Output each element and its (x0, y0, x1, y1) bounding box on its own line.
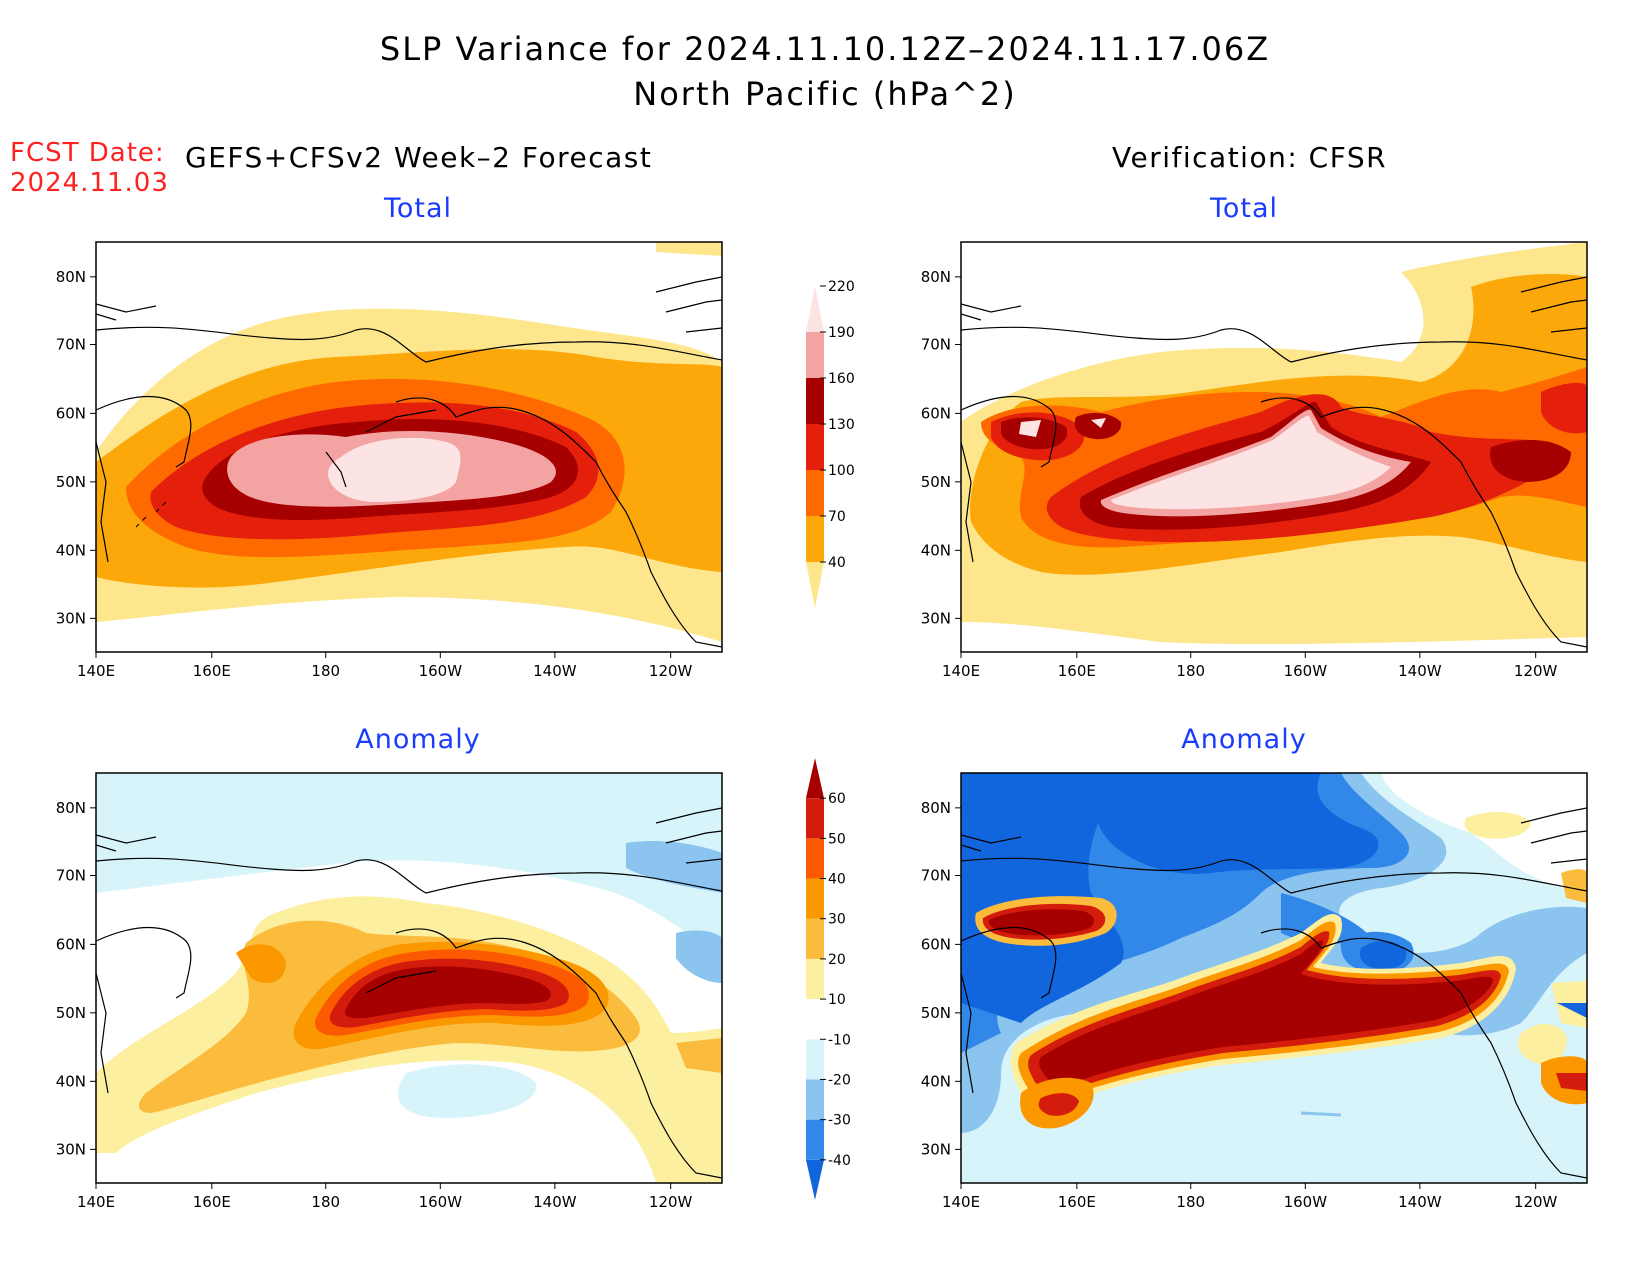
forecast-anomaly-lat-label: 80N (56, 799, 86, 817)
forecast-anomaly-lat-label: 60N (56, 935, 86, 953)
verification-anomaly-lon-label: 160E (1058, 1193, 1096, 1211)
forecast-anomaly-lat-label: 30N (56, 1140, 86, 1158)
figure-subtitle: North Pacific (hPa^2) (633, 75, 1017, 113)
total-colorbar-label: 190 (828, 325, 855, 341)
total-colorbar-swatch (806, 424, 824, 470)
anomaly-colorbar-label: 30 (828, 912, 846, 928)
verification-total-title: Total (1209, 193, 1279, 224)
forecast-anomaly-lat-label: 40N (56, 1072, 86, 1090)
total-colorbar-swatch (806, 562, 824, 608)
forecast-anomaly-lat-label: 50N (56, 1004, 86, 1022)
total-colorbar: 40 70 100 130 160 190 220 (806, 279, 855, 608)
anomaly-colorbar-label: -40 (828, 1153, 851, 1169)
verification-total-lat-label: 30N (921, 609, 951, 627)
anomaly-colorbar-swatch (806, 999, 824, 1040)
forecast-total-lat-label: 40N (56, 541, 86, 559)
verification-anomaly-lon-label: 180 (1176, 1193, 1205, 1211)
anomaly-colorbar: -40 -30 -20 -10 10 20 30 40 50 60 (806, 758, 851, 1200)
forecast-anomaly-lon-label: 180 (311, 1193, 340, 1211)
fcst-date-label: FCST Date: (10, 138, 165, 168)
forecast-total-lat-label: 60N (56, 404, 86, 422)
verification-anomaly-lon-label: 120W (1514, 1193, 1558, 1211)
verification-anomaly-lon-label: 160W (1284, 1193, 1328, 1211)
verification-total-lat-label: 80N (921, 268, 951, 286)
verification-total-lat-label: 60N (921, 404, 951, 422)
anomaly-colorbar-label: -30 (828, 1113, 851, 1129)
total-colorbar-swatch (806, 470, 824, 516)
forecast-total-lon-label: 120W (649, 662, 693, 680)
forecast-total-lon-label: 140W (533, 662, 577, 680)
forecast-total-lat-label: 50N (56, 473, 86, 491)
verification-anomaly-map (960, 772, 1588, 1184)
total-colorbar-label: 130 (828, 417, 855, 433)
verification-total-lon-label: 160E (1058, 662, 1096, 680)
forecast-header: GEFS+CFSv2 Week–2 Forecast (185, 141, 653, 174)
total-colorbar-label: 160 (828, 371, 855, 387)
verification-total-lon-label: 180 (1176, 662, 1205, 680)
verification-anomaly-lat-label: 80N (921, 799, 951, 817)
figure-title: SLP Variance for 2024.11.10.12Z–2024.11.… (379, 30, 1271, 68)
verification-anomaly-lat-label: 60N (921, 935, 951, 953)
anomaly-colorbar-label: -20 (828, 1072, 851, 1088)
total-colorbar-swatch (806, 286, 824, 332)
anomaly-colorbar-swatch (806, 1119, 824, 1160)
forecast-total-lat-label: 30N (56, 609, 86, 627)
total-colorbar-swatch (806, 378, 824, 424)
verification-total-lon-label: 140E (942, 662, 980, 680)
total-colorbar-label: 40 (828, 555, 846, 571)
verification-anomaly-lat-label: 40N (921, 1072, 951, 1090)
forecast-total-map (95, 241, 723, 653)
forecast-anomaly-title: Anomaly (355, 724, 481, 755)
forecast-anomaly-lon-label: 160E (193, 1193, 231, 1211)
forecast-total-lon-label: 160E (193, 662, 231, 680)
anomaly-colorbar-label: 50 (828, 831, 846, 847)
verification-total-lon-label: 160W (1284, 662, 1328, 680)
verification-total-lat-label: 50N (921, 473, 951, 491)
forecast-total-lon-label: 180 (311, 662, 340, 680)
total-colorbar-label: 220 (828, 279, 855, 295)
total-colorbar-swatch (806, 332, 824, 378)
anomaly-colorbar-swatch (806, 838, 824, 879)
verification-total-lon-label: 140W (1398, 662, 1442, 680)
forecast-anomaly-lon-label: 140E (77, 1193, 115, 1211)
forecast-anomaly-lon-label: 160W (419, 1193, 463, 1211)
anomaly-colorbar-swatch (806, 918, 824, 959)
forecast-total-lat-label: 80N (56, 268, 86, 286)
forecast-anomaly-lon-label: 140W (533, 1193, 577, 1211)
verification-total-lat-label: 40N (921, 541, 951, 559)
forecast-anomaly-lon-label: 120W (649, 1193, 693, 1211)
anomaly-colorbar-label: -10 (828, 1032, 851, 1048)
forecast-total-lon-label: 140E (77, 662, 115, 680)
verification-anomaly-lat-label: 30N (921, 1140, 951, 1158)
anomaly-colorbar-label: 40 (828, 872, 846, 888)
forecast-total-lat-label: 70N (56, 336, 86, 354)
anomaly-colorbar-swatch (806, 958, 824, 1000)
verification-anomaly-lat-label: 70N (921, 867, 951, 885)
total-colorbar-label: 100 (828, 463, 855, 479)
fcst-date-value: 2024.11.03 (10, 168, 169, 198)
forecast-anomaly-map (95, 772, 723, 1184)
forecast-total-lon-label: 160W (419, 662, 463, 680)
anomaly-colorbar-label: 20 (828, 952, 846, 968)
anomaly-colorbar-label: 10 (828, 992, 846, 1008)
anomaly-colorbar-swatch (806, 758, 824, 799)
total-colorbar-label: 70 (828, 509, 846, 525)
verification-total-lat-label: 70N (921, 336, 951, 354)
anomaly-colorbar-swatch (806, 1039, 824, 1080)
verification-anomaly-lon-label: 140W (1398, 1193, 1442, 1211)
anomaly-colorbar-swatch (806, 1159, 824, 1200)
anomaly-colorbar-swatch (806, 1079, 824, 1120)
verification-total-map (960, 241, 1588, 653)
verification-anomaly-lon-label: 140E (942, 1193, 980, 1211)
total-colorbar-swatch (806, 516, 824, 562)
verification-header: Verification: CFSR (1112, 141, 1388, 174)
anomaly-colorbar-swatch (806, 878, 824, 919)
verification-anomaly-title: Anomaly (1181, 724, 1307, 755)
forecast-anomaly-lat-label: 70N (56, 867, 86, 885)
anomaly-colorbar-label: 60 (828, 791, 846, 807)
forecast-total-title: Total (383, 193, 453, 224)
anomaly-colorbar-swatch (806, 798, 824, 839)
verification-anomaly-lat-label: 50N (921, 1004, 951, 1022)
verification-total-lon-label: 120W (1514, 662, 1558, 680)
